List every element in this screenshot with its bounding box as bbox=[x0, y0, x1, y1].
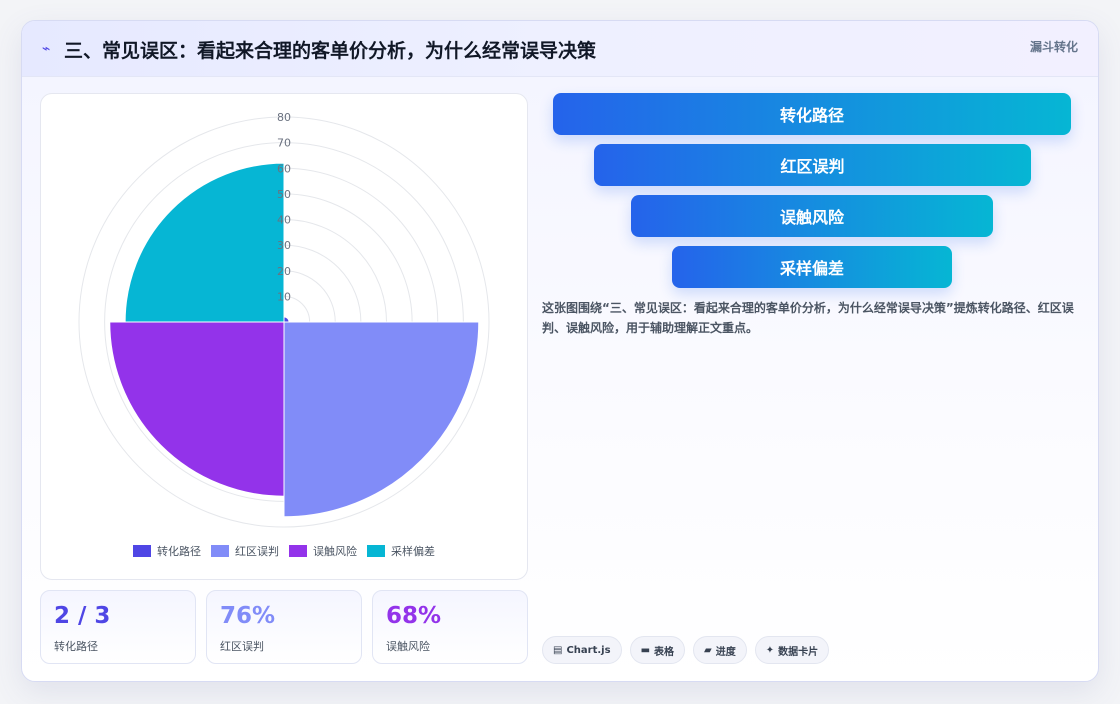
page-title: 三、常见误区：看起来合理的客单价分析，为什么经常误导决策 bbox=[64, 40, 597, 62]
polar-sector[interactable] bbox=[283, 321, 480, 518]
legend-item[interactable]: 转化路径 bbox=[133, 543, 201, 559]
stat-cards: 2 / 3 转化路径 76% 红区误判 68% 误触风险 bbox=[40, 590, 528, 664]
legend-swatch bbox=[211, 545, 229, 557]
polar-area-chart: 10 20 30 40 50 60 70 80 bbox=[78, 111, 490, 528]
chip-label: 进度 bbox=[715, 646, 736, 658]
legend-label: 转化路径 bbox=[157, 545, 201, 558]
stat-card: 68% 误触风险 bbox=[372, 590, 528, 664]
funnel-step: 误触风险 bbox=[631, 195, 993, 237]
chart-description: 这张图围绕“三、常见误区：看起来合理的客单价分析，为什么经常误导决策”提炼转化路… bbox=[542, 301, 1074, 335]
legend-item[interactable]: 采样偏差 bbox=[367, 543, 435, 559]
radial-tick-label: 50 bbox=[277, 188, 291, 201]
card-icon: ✦ bbox=[765, 644, 775, 656]
funnel-step: 红区误判 bbox=[594, 144, 1031, 186]
funnel-step: 转化路径 bbox=[553, 93, 1071, 135]
chart-legend: 转化路径 红区误判 误触风险 采样偏差 bbox=[41, 543, 527, 559]
polar-sector[interactable] bbox=[283, 316, 290, 323]
radial-tick-label: 30 bbox=[277, 239, 291, 252]
radial-tick-label: 40 bbox=[277, 214, 291, 227]
stat-card: 76% 红区误判 bbox=[206, 590, 362, 664]
sparkle-icon: ⌁ bbox=[42, 41, 51, 57]
radial-tick-label: 60 bbox=[277, 162, 291, 175]
chip-progress[interactable]: ▰ 进度 bbox=[693, 636, 747, 664]
polar-chart-panel: 10 20 30 40 50 60 70 80 转化路径 红区误判 误触风险 采样偏差 bbox=[40, 93, 528, 580]
chip-chartjs[interactable]: ▤ Chart.js bbox=[542, 636, 622, 664]
legend-label: 红区误判 bbox=[235, 545, 279, 558]
chip-table[interactable]: ▬ 表格 bbox=[629, 636, 686, 664]
radial-tick-label: 20 bbox=[277, 265, 291, 278]
legend-item[interactable]: 误触风险 bbox=[289, 543, 357, 559]
legend-swatch bbox=[289, 545, 307, 557]
chip-label: Chart.js bbox=[566, 644, 611, 656]
main-card: ⌁ 三、常见误区：看起来合理的客单价分析，为什么经常误导决策 漏斗转化 10 20… bbox=[21, 20, 1099, 682]
stat-label: 红区误判 bbox=[220, 640, 264, 653]
legend-swatch bbox=[367, 545, 385, 557]
table-icon: ▬ bbox=[640, 644, 651, 656]
stat-card: 2 / 3 转化路径 bbox=[40, 590, 196, 664]
polar-sector[interactable] bbox=[109, 321, 285, 497]
stat-label: 转化路径 bbox=[54, 640, 98, 653]
legend-label: 误触风险 bbox=[313, 545, 357, 558]
chip-label: 数据卡片 bbox=[778, 646, 819, 658]
progress-icon: ▰ bbox=[704, 644, 712, 656]
radial-tick-label: 10 bbox=[277, 290, 291, 303]
tech-chips: ▤ Chart.js ▬ 表格 ▰ 进度 ✦ 数据卡片 bbox=[542, 636, 830, 664]
card-header: ⌁ 三、常见误区：看起来合理的客单价分析，为什么经常误导决策 漏斗转化 bbox=[22, 21, 1098, 77]
radial-tick-label: 80 bbox=[277, 111, 291, 124]
radial-tick-label: 70 bbox=[277, 137, 291, 150]
legend-swatch bbox=[133, 545, 151, 557]
stat-value: 2 / 3 bbox=[54, 603, 111, 629]
chip-data-card[interactable]: ✦ 数据卡片 bbox=[754, 636, 830, 664]
legend-label: 采样偏差 bbox=[391, 545, 435, 558]
chart-icon: ▤ bbox=[553, 644, 563, 656]
stat-value: 68% bbox=[386, 603, 442, 629]
polar-sector[interactable] bbox=[124, 162, 285, 323]
stat-label: 误触风险 bbox=[386, 640, 430, 653]
funnel-step: 采样偏差 bbox=[672, 246, 952, 288]
category-tag: 漏斗转化 bbox=[1029, 40, 1078, 54]
grid-ring bbox=[78, 116, 490, 528]
legend-item[interactable]: 红区误判 bbox=[211, 543, 279, 559]
chip-label: 表格 bbox=[654, 646, 675, 658]
stat-value: 76% bbox=[220, 603, 276, 629]
